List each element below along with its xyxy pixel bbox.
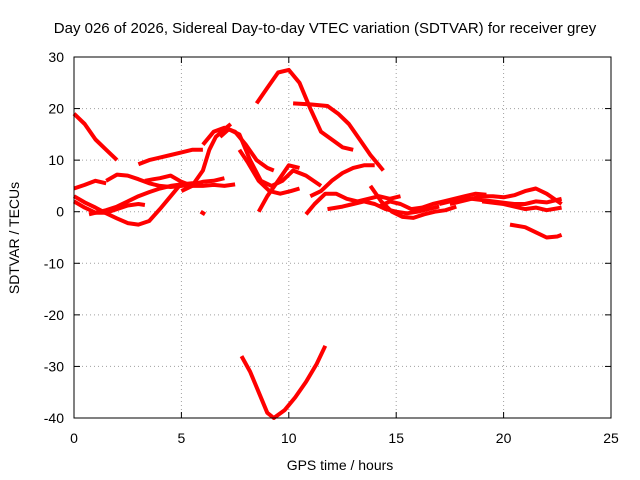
series-arc-26 (199, 209, 207, 217)
y-tick-label: -20 (44, 307, 64, 323)
plot-frame (73, 56, 612, 419)
series-arc-22 (449, 196, 563, 206)
series-arc-18 (327, 199, 440, 216)
series-arc-21 (438, 186, 563, 206)
series-arc-25 (239, 344, 328, 420)
y-tick-label: 0 (56, 204, 64, 220)
y-tick-label: -30 (44, 358, 64, 374)
y-axis-label: SDTVAR / TECUs (6, 182, 22, 294)
series-arc-08 (144, 173, 236, 188)
x-axis-label: GPS time / hours (287, 457, 394, 473)
x-tick-label: 10 (281, 430, 297, 446)
grid-lines (74, 57, 611, 418)
series-arc-20 (378, 191, 487, 212)
series-arc-14 (256, 163, 300, 213)
series-arc-16 (309, 163, 375, 199)
series-arc-17 (304, 191, 401, 216)
series-arc-04 (73, 178, 107, 191)
series-arc-03 (72, 182, 183, 227)
series-arc-01 (72, 112, 119, 162)
x-tick-label: 25 (603, 430, 619, 446)
series-arc-11 (218, 127, 323, 188)
series-arc-15 (292, 101, 385, 172)
series-arc-23 (481, 199, 562, 213)
x-tick-label: 15 (388, 430, 404, 446)
series-arc-02 (72, 199, 146, 215)
series-arc-07 (137, 147, 203, 167)
y-tick-label: -10 (44, 255, 64, 271)
series-arc-13 (254, 67, 354, 152)
x-tick-label: 20 (496, 430, 512, 446)
series-group (72, 67, 563, 420)
y-tick-label: 10 (48, 152, 64, 168)
x-tick-label: 0 (70, 430, 78, 446)
y-tick-label: 30 (48, 49, 64, 65)
y-tick-label: 20 (48, 101, 64, 117)
series-arc-24 (509, 222, 563, 240)
axis-ticks: 0 5 10 15 20 25 -40 -30 -20 -10 0 10 20 30 (44, 49, 619, 446)
x-tick-label: 5 (178, 430, 186, 446)
chart-title: Day 026 of 2026, Sidereal Day-to-day VTE… (54, 20, 597, 37)
y-tick-label: -40 (44, 410, 64, 426)
